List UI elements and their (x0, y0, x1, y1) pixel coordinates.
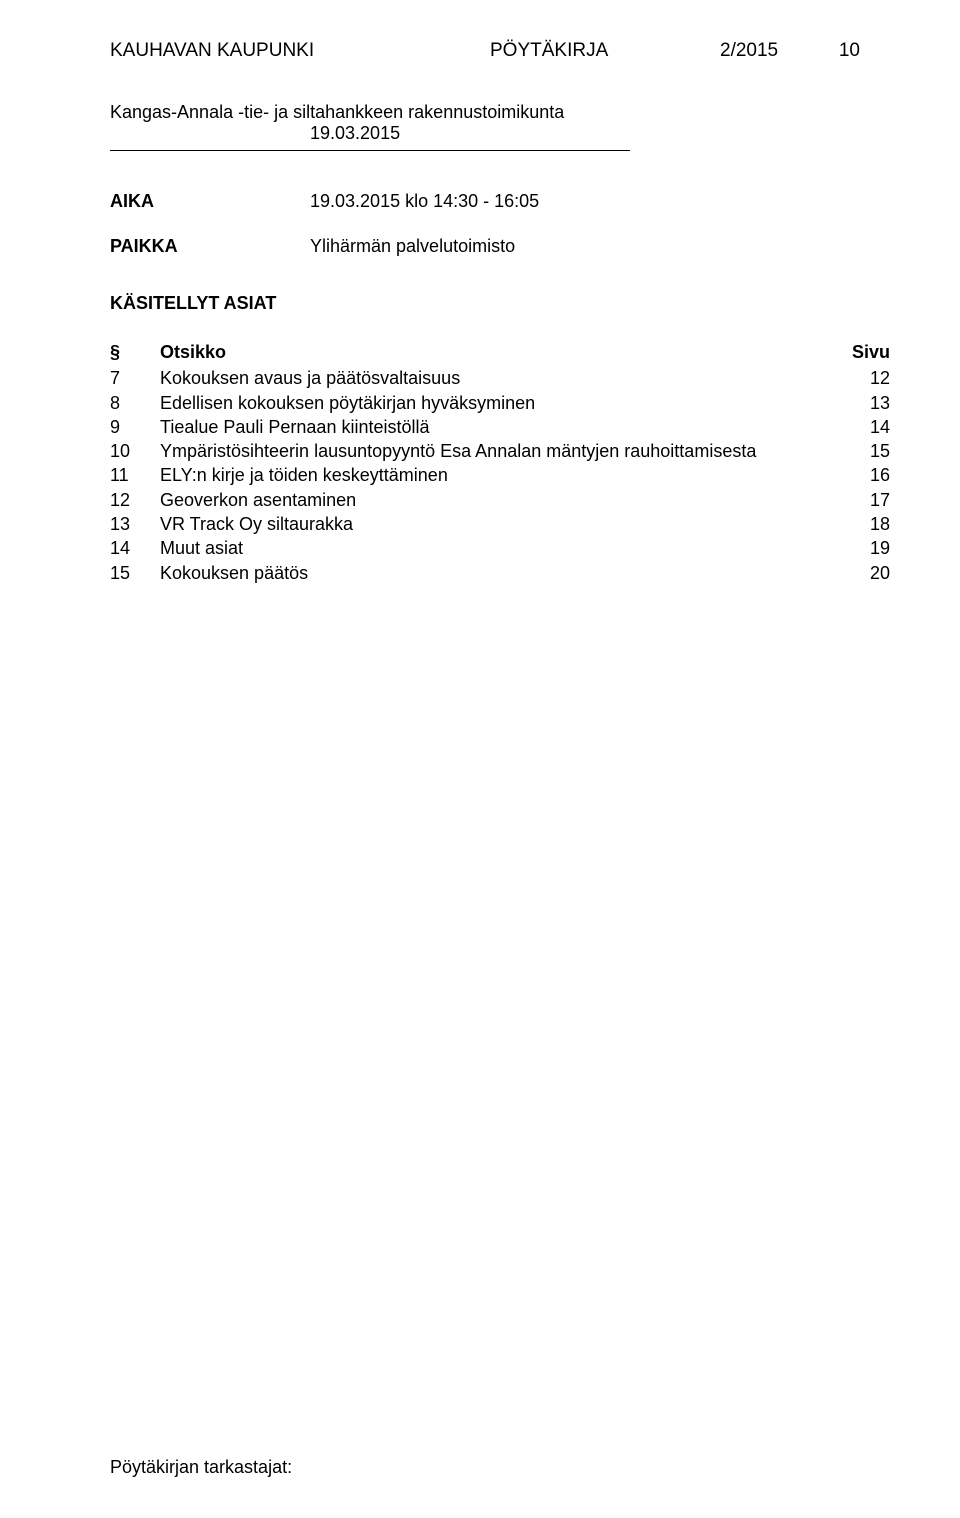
toc-page: 20 (840, 561, 890, 585)
meta-aika-label: AIKA (110, 191, 310, 212)
divider (110, 150, 630, 151)
toc-row: 11 ELY:n kirje ja töiden keskeyttäminen … (110, 463, 890, 487)
toc-header-row: § Otsikko Sivu (110, 340, 890, 364)
toc-row: 8 Edellisen kokouksen pöytäkirjan hyväks… (110, 391, 890, 415)
page-header: KAUHAVAN KAUPUNKI PÖYTÄKIRJA 2/2015 10 (110, 40, 890, 62)
toc-header-page: Sivu (840, 340, 890, 364)
toc-section: 14 (110, 536, 160, 560)
toc-title: Kokouksen avaus ja päätösvaltaisuus (160, 366, 840, 390)
header-doctype: PÖYTÄKIRJA (490, 40, 720, 62)
toc-section: 12 (110, 488, 160, 512)
toc-title: Edellisen kokouksen pöytäkirjan hyväksym… (160, 391, 840, 415)
meta-aika-row: AIKA 19.03.2015 klo 14:30 - 16:05 (110, 191, 890, 212)
meta-aika-value: 19.03.2015 klo 14:30 - 16:05 (310, 191, 890, 212)
toc-title: Kokouksen päätös (160, 561, 840, 585)
toc-header-title: Otsikko (160, 340, 840, 364)
page: KAUHAVAN KAUPUNKI PÖYTÄKIRJA 2/2015 10 K… (0, 0, 960, 1518)
committee-block: Kangas-Annala -tie- ja siltahankkeen rak… (110, 102, 890, 144)
toc-title: Ympäristösihteerin lausuntopyyntö Esa An… (160, 439, 840, 463)
committee-date: 19.03.2015 (110, 123, 890, 144)
meta-paikka-value: Ylihärmän palvelutoimisto (310, 236, 890, 257)
toc-section: 11 (110, 463, 160, 487)
toc: § Otsikko Sivu 7 Kokouksen avaus ja päät… (110, 340, 890, 585)
footer-label: Pöytäkirjan tarkastajat: (110, 1457, 292, 1478)
toc-row: 10 Ympäristösihteerin lausuntopyyntö Esa… (110, 439, 890, 463)
toc-title: Geoverkon asentaminen (160, 488, 840, 512)
header-page: 10 (839, 40, 860, 62)
toc-title: Tiealue Pauli Pernaan kiinteistöllä (160, 415, 840, 439)
toc-row: 7 Kokouksen avaus ja päätösvaltaisuus 12 (110, 366, 890, 390)
header-issue: 2/2015 (720, 40, 778, 62)
toc-section: 10 (110, 439, 160, 463)
toc-row: 13 VR Track Oy siltaurakka 18 (110, 512, 890, 536)
toc-section: 7 (110, 366, 160, 390)
toc-title: Muut asiat (160, 536, 840, 560)
toc-section: 9 (110, 415, 160, 439)
meta-paikka-row: PAIKKA Ylihärmän palvelutoimisto (110, 236, 890, 257)
toc-section: 13 (110, 512, 160, 536)
header-right: 2/2015 10 (720, 40, 860, 62)
header-org: KAUHAVAN KAUPUNKI (110, 40, 490, 62)
toc-page: 16 (840, 463, 890, 487)
toc-row: 9 Tiealue Pauli Pernaan kiinteistöllä 14 (110, 415, 890, 439)
committee-name: Kangas-Annala -tie- ja siltahankkeen rak… (110, 102, 890, 123)
meta-block: AIKA 19.03.2015 klo 14:30 - 16:05 PAIKKA… (110, 191, 890, 257)
toc-header-section: § (110, 340, 160, 364)
toc-title: ELY:n kirje ja töiden keskeyttäminen (160, 463, 840, 487)
toc-row: 14 Muut asiat 19 (110, 536, 890, 560)
toc-section: 8 (110, 391, 160, 415)
toc-page: 14 (840, 415, 890, 439)
toc-row: 12 Geoverkon asentaminen 17 (110, 488, 890, 512)
toc-section: 15 (110, 561, 160, 585)
toc-title: VR Track Oy siltaurakka (160, 512, 840, 536)
toc-page: 17 (840, 488, 890, 512)
toc-row: 15 Kokouksen päätös 20 (110, 561, 890, 585)
handled-items-heading: KÄSITELLYT ASIAT (110, 293, 890, 314)
spacer (110, 218, 890, 236)
toc-page: 12 (840, 366, 890, 390)
toc-page: 13 (840, 391, 890, 415)
toc-page: 19 (840, 536, 890, 560)
toc-page: 15 (840, 439, 890, 463)
meta-paikka-label: PAIKKA (110, 236, 310, 257)
toc-page: 18 (840, 512, 890, 536)
